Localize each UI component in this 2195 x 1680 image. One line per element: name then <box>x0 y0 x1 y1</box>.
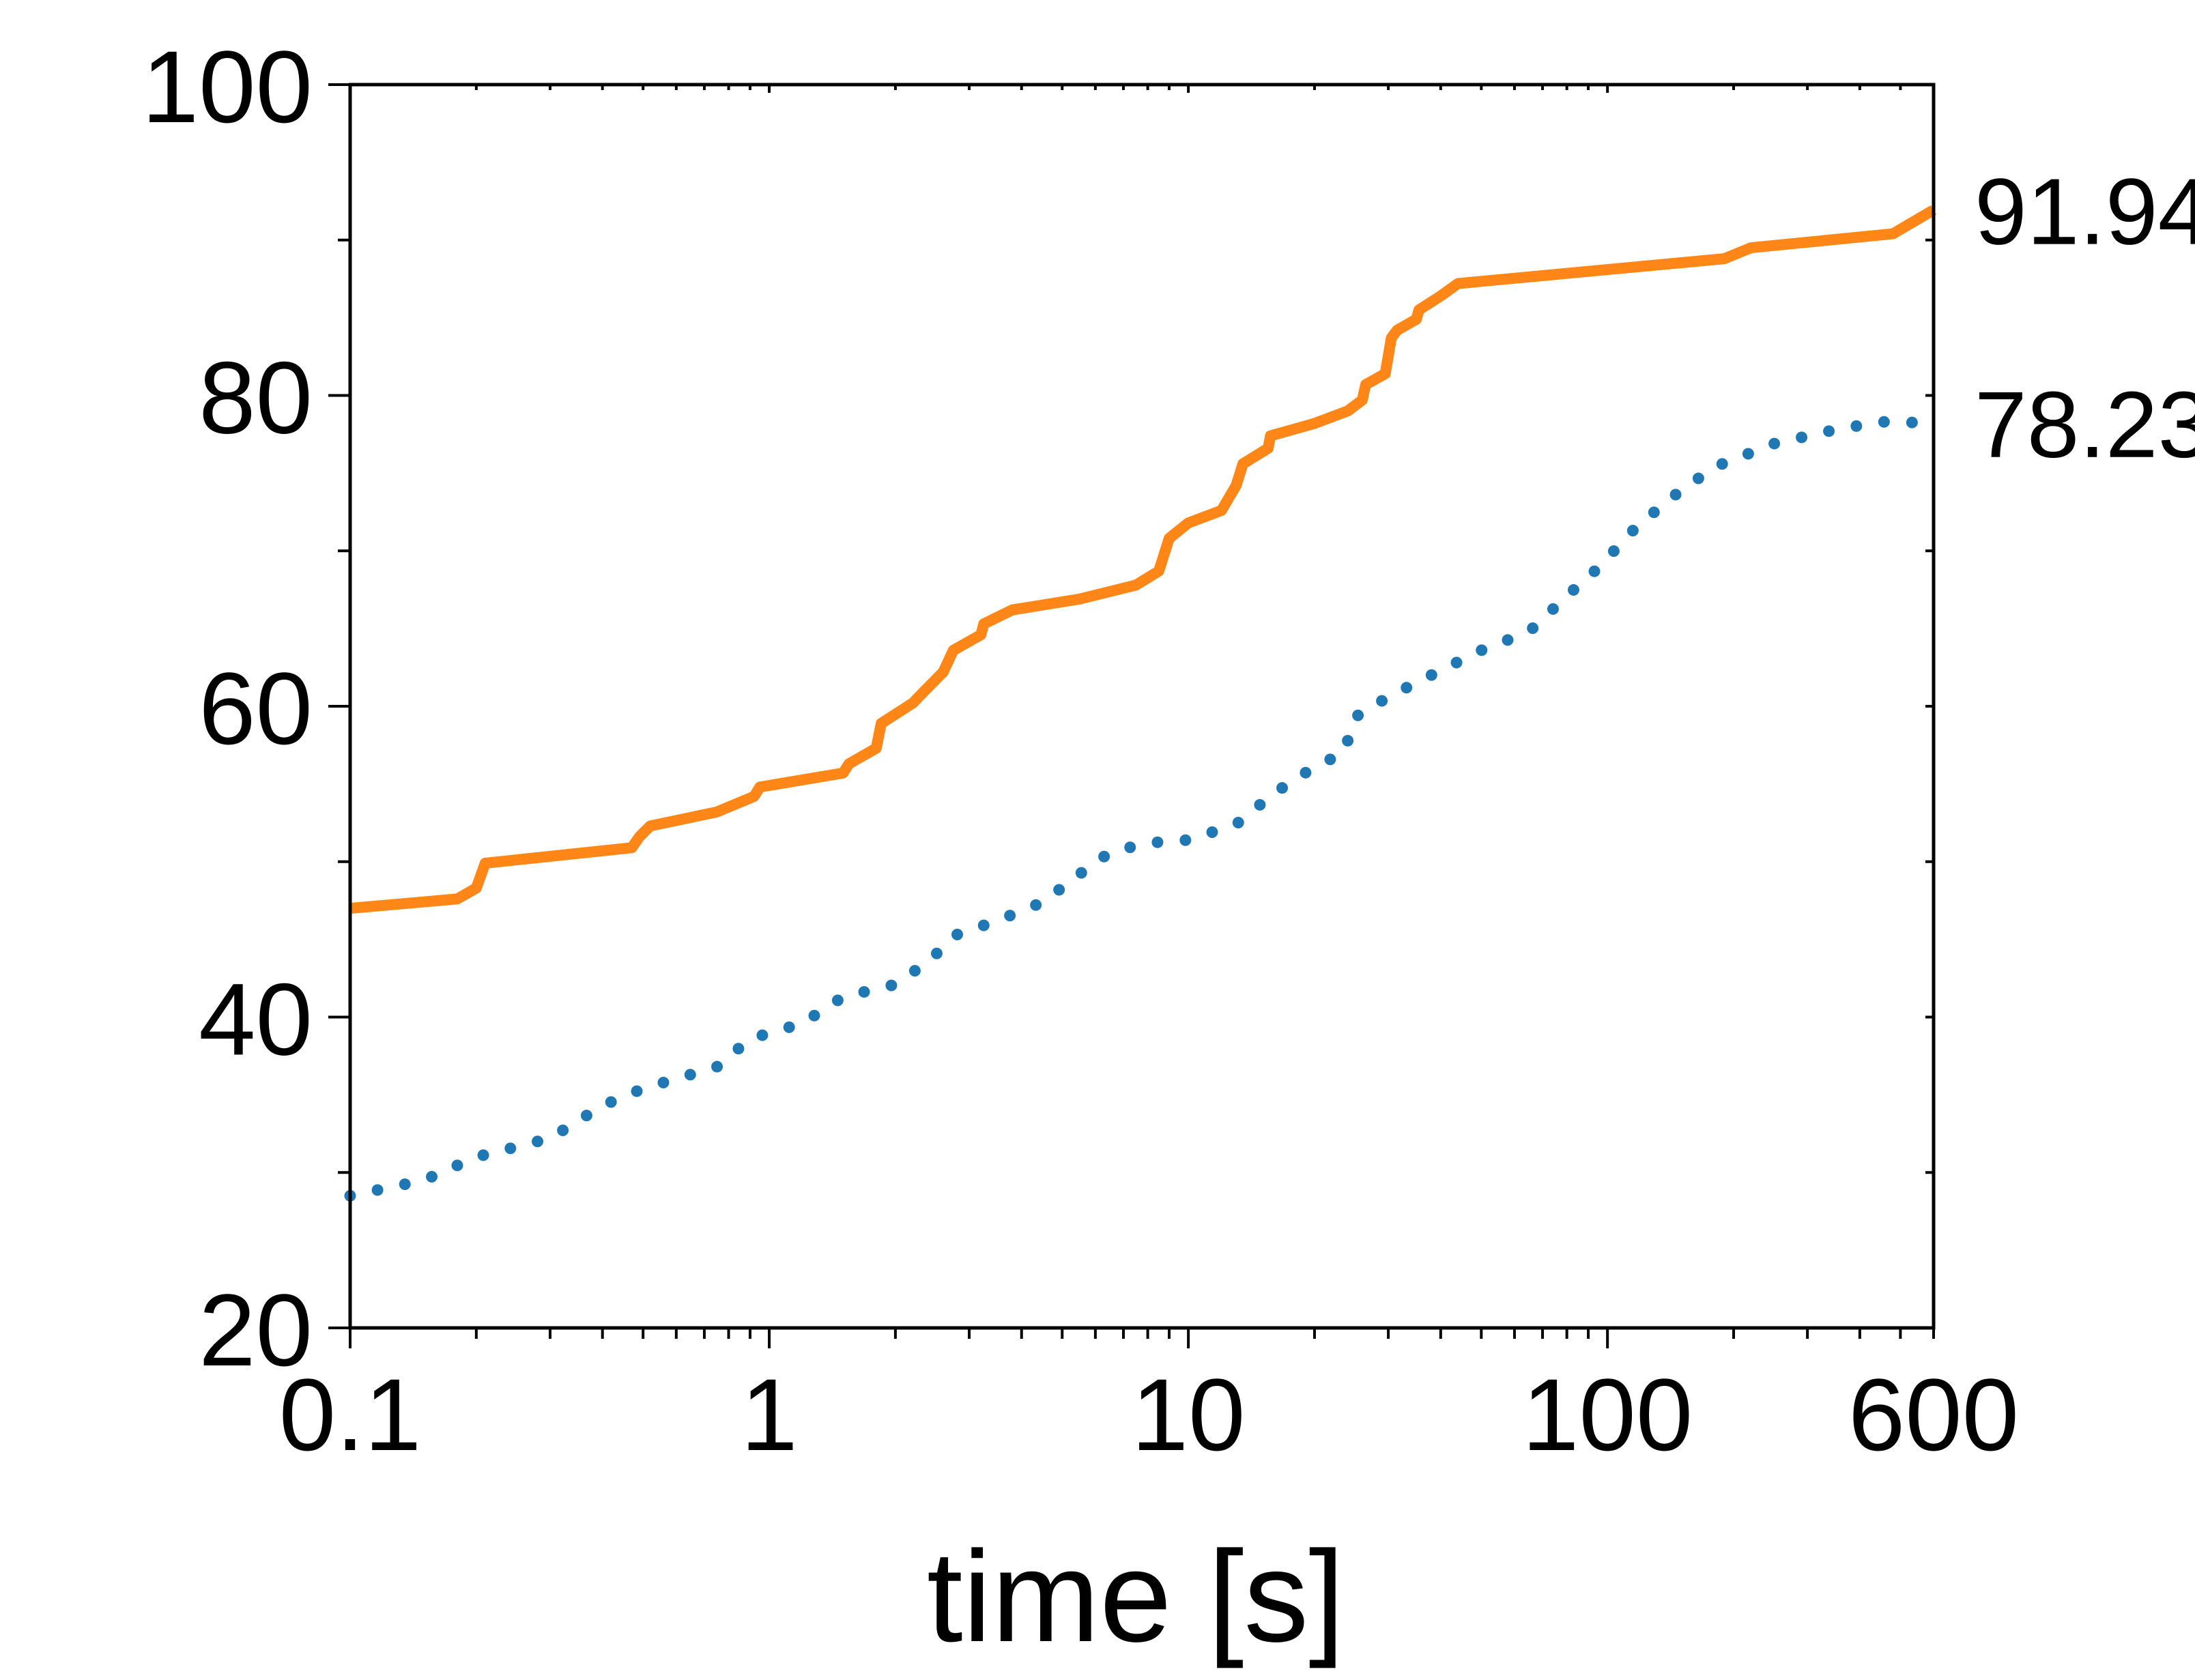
series-line-solid <box>349 205 1937 914</box>
y-tick-label: 80 <box>199 341 313 455</box>
labels-layer: 91.94 78.23 20 40 60 80 100 0.1 1 10 100 600 <box>142 29 2195 1472</box>
axes-layer <box>328 83 1936 1348</box>
y-tick-label: 20 <box>199 1273 313 1387</box>
y-tick-label: 100 <box>142 29 313 144</box>
x-axis-title: time [s] <box>927 1524 1345 1669</box>
y-tick-label: 40 <box>199 962 313 1077</box>
plot-frame <box>348 83 1936 1330</box>
series-end-label: 78.23 <box>1975 373 2195 478</box>
x-tick-label: 100 <box>1522 1357 1693 1472</box>
series-line-dotted <box>344 416 1940 1202</box>
y-tick-label: 60 <box>199 651 313 766</box>
x-tick-label: 600 <box>1848 1357 2019 1472</box>
x-tick-label: 10 <box>1132 1357 1246 1472</box>
series-end-label: 91.94 <box>1975 160 2195 265</box>
x-tick-label: 1 <box>741 1357 797 1472</box>
series-layer <box>344 205 1940 1202</box>
x-tick-label: 0.1 <box>279 1357 422 1472</box>
